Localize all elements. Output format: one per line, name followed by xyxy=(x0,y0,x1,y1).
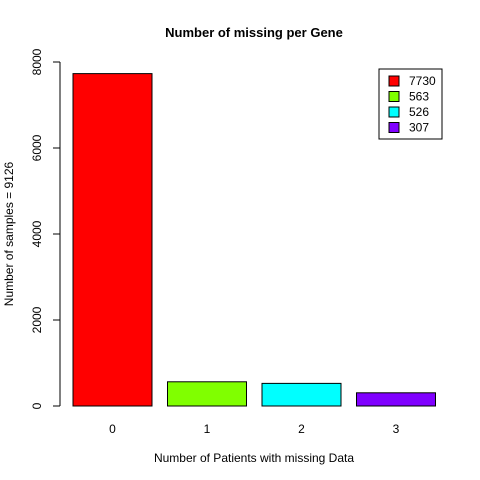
bar-2 xyxy=(261,382,342,407)
x-tick-label: 1 xyxy=(204,422,211,436)
x-tick-label: 2 xyxy=(298,422,305,436)
legend-swatch xyxy=(388,122,400,133)
x-tick-label: 0 xyxy=(109,422,116,436)
legend-swatch xyxy=(388,91,400,102)
bar-0 xyxy=(72,73,153,407)
legend-label: 7730 xyxy=(409,74,436,88)
bar-1 xyxy=(167,381,247,407)
y-axis-label: Number of samples = 9126 xyxy=(2,161,16,306)
legend-label: 526 xyxy=(409,105,429,119)
y-tick-label: 2000 xyxy=(30,306,44,333)
y-axis: 0 2000 4000 6000 8000 xyxy=(30,48,61,409)
legend-swatch xyxy=(388,106,400,118)
legend-swatch xyxy=(388,75,400,87)
y-tick-label: 4000 xyxy=(30,220,44,247)
x-axis-label: Number of Patients with missing Data xyxy=(154,451,354,465)
chart-title: Number of missing per Gene xyxy=(165,25,343,40)
bars xyxy=(72,73,436,407)
x-tick-label: 3 xyxy=(393,422,400,436)
legend-label: 307 xyxy=(409,121,429,135)
x-tick-labels: 0 1 2 3 xyxy=(109,422,400,436)
y-tick-label: 8000 xyxy=(30,48,44,75)
y-tick-label: 0 xyxy=(30,402,44,409)
legend-label: 563 xyxy=(409,90,429,104)
bar-3 xyxy=(356,392,436,407)
y-tick-label: 6000 xyxy=(30,134,44,161)
